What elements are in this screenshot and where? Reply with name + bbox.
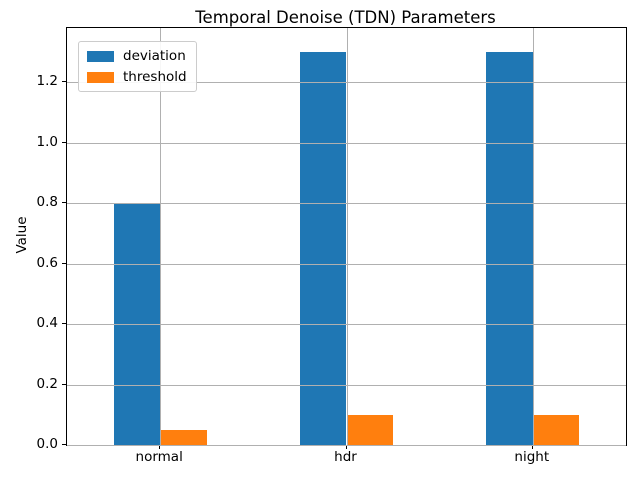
legend: deviation threshold [78,41,197,92]
x-tick-mark [159,445,161,449]
legend-label: deviation [123,48,186,64]
chart-title: Temporal Denoise (TDN) Parameters [195,8,496,27]
x-tick-mark [345,445,347,449]
y-tick-label: 0.2 [36,375,58,392]
y-tick-mark [62,383,66,385]
bar-threshold-hdr [346,414,394,445]
legend-swatch-icon [87,71,114,83]
y-tick-label: 0.6 [36,254,58,271]
gridline-x-normal [160,28,162,445]
x-tick-label-night: night [514,449,550,465]
y-tick-label: 0.8 [36,194,58,211]
bar-threshold-night [532,414,580,445]
y-tick-label: 1.0 [36,133,58,150]
y-tick-mark [62,81,66,83]
y-tick-label: 0.4 [36,315,58,332]
y-tick-label: 1.2 [36,73,58,90]
bar-deviation-hdr [299,52,347,445]
legend-swatch-icon [87,50,114,62]
gridline-x-hdr [346,28,348,445]
x-tick-label-hdr: hdr [334,449,357,465]
gridline-y-0 [67,445,626,446]
y-axis-label: Value [14,216,30,254]
x-tick-label-normal: normal [135,449,183,465]
y-tick-mark [62,202,66,204]
y-tick-mark [62,141,66,143]
legend-item-threshold: threshold [87,69,187,85]
gridline-x-night [532,28,534,445]
y-tick-mark [62,444,66,445]
legend-item-deviation: deviation [87,48,187,64]
bar-deviation-night [486,52,533,445]
plot-area: deviation threshold [66,27,627,446]
y-tick-label: 0.0 [36,436,58,452]
y-tick-mark [62,262,66,264]
y-tick-mark [62,323,66,325]
bar-threshold-normal [160,429,207,445]
x-tick-mark [531,445,533,449]
legend-label: threshold [123,69,187,85]
